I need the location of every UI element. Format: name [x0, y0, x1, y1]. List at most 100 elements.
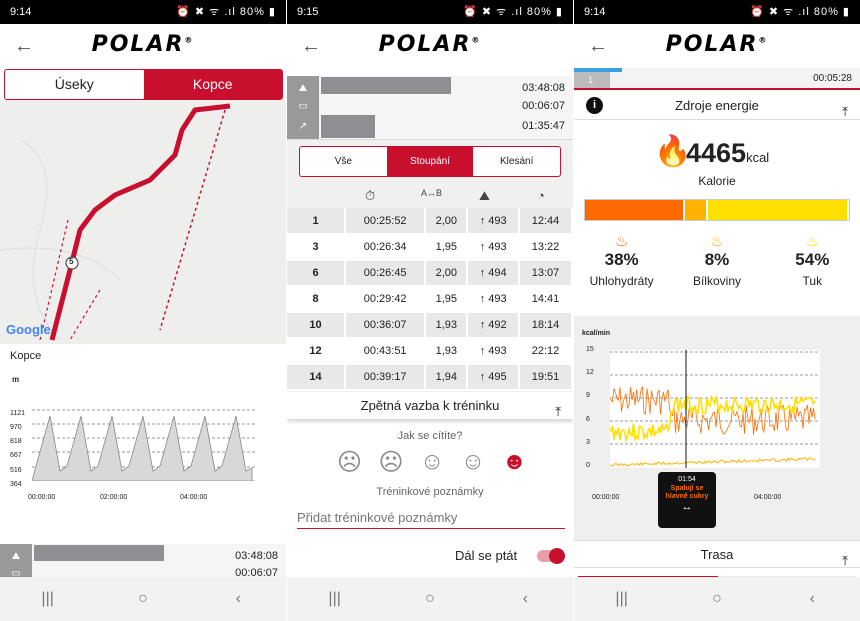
- table-row[interactable]: 6 00:26:45 2,00 ↑ 494 13:07: [287, 260, 573, 287]
- tab-all[interactable]: Vše: [334, 156, 352, 167]
- kcal-value-wrap: 4465kcal: [686, 138, 769, 169]
- tab-sections[interactable]: Úseky: [54, 76, 94, 92]
- route-header[interactable]: Trasa ⤒: [574, 540, 860, 568]
- breakdown-percent: 38%: [604, 250, 639, 269]
- lap-number: 1: [574, 72, 610, 88]
- fuel-icon: ♨: [805, 233, 820, 250]
- home-icon[interactable]: ○: [425, 590, 435, 607]
- recents-icon[interactable]: |||: [328, 590, 341, 607]
- tab-hills[interactable]: Kopce: [143, 70, 282, 99]
- mood-bad-icon[interactable]: ☹: [378, 449, 404, 476]
- x-tick: 04:00:00: [754, 494, 782, 501]
- table-cell: 12: [287, 338, 346, 365]
- table-cell: 13:22: [519, 234, 573, 261]
- recents-icon[interactable]: |||: [41, 590, 54, 607]
- y-tick: 0: [586, 462, 590, 469]
- notes-input[interactable]: [297, 507, 565, 529]
- home-icon[interactable]: ○: [712, 590, 722, 607]
- laps-table: 1 00:25:52 2,00 ↑ 493 12:44 3 00:26:34 1,95 ↑ 49…: [287, 208, 573, 391]
- mood-neutral-icon[interactable]: ☺: [419, 448, 445, 475]
- x-tick: 00:00:00: [592, 494, 620, 501]
- table-cell: 14:41: [519, 286, 573, 313]
- back-nav-icon[interactable]: ‹: [235, 590, 241, 607]
- tab-descent[interactable]: Klesání: [500, 156, 534, 167]
- mood-great-icon[interactable]: ☻: [501, 448, 527, 475]
- status-bar: 9:15 ⏰ ✖ ᯤ .ıl 80% ▮: [287, 0, 573, 24]
- home-icon[interactable]: ○: [138, 590, 148, 607]
- polar-logo: POLAR®: [665, 32, 769, 57]
- descent-icon: ↗: [287, 114, 319, 139]
- y-tick: 12: [586, 369, 594, 377]
- mood-good-icon[interactable]: ☺: [460, 448, 486, 475]
- back-nav-icon[interactable]: ‹: [522, 590, 528, 607]
- table-cell: 00:36:07: [345, 312, 427, 339]
- back-arrow-icon[interactable]: ←: [14, 35, 34, 57]
- polar-logo: POLAR®: [91, 32, 195, 57]
- table-cell: 10: [287, 312, 346, 339]
- table-cell: ↑ 495: [467, 364, 521, 391]
- screen-hills: 9:14 ⏰ ✖ ᯤ .ıl 80% ▮ ← POLAR® Úseky Kopce…: [0, 0, 286, 621]
- collapse-icon[interactable]: ⤒: [555, 404, 561, 419]
- table-cell: 22:12: [519, 338, 573, 365]
- tab-ascent[interactable]: Stoupání: [386, 147, 474, 176]
- hills-chart-section: Kopce m 1121 970 818 667 516 364 00:00:00 02:0…: [0, 344, 286, 544]
- energy-header[interactable]: i Zdroje energie ⤒: [574, 92, 860, 120]
- flame-icon: 🔥: [654, 135, 692, 168]
- table-row[interactable]: 3 00:26:34 1,95 ↑ 493 13:22: [287, 234, 573, 261]
- lap-row[interactable]: 1 00:05:28: [574, 68, 860, 90]
- table-cell: 1,93: [425, 338, 469, 365]
- feedback-header[interactable]: Zpětná vazba k tréninku ⤒: [287, 392, 573, 420]
- duration-icon: ⏱: [365, 188, 376, 203]
- fuel-icon: ♨: [614, 233, 629, 250]
- drag-arrows-icon[interactable]: ↔: [681, 501, 693, 513]
- y-tick: 1121: [10, 410, 26, 417]
- ask-toggle[interactable]: [537, 548, 565, 564]
- split-segment: [685, 200, 708, 220]
- table-cell: ↑ 494: [467, 260, 521, 287]
- energy-split-bar: [584, 199, 850, 221]
- breakdown-item: ♨ 38% Uhlohydráty: [574, 232, 669, 302]
- mood-very-bad-icon[interactable]: ☹: [337, 449, 363, 476]
- collapse-icon[interactable]: ⤒: [842, 553, 848, 568]
- x-tick: 00:00:00: [28, 494, 56, 501]
- table-row[interactable]: 1 00:25:52 2,00 ↑ 493 12:44: [287, 208, 573, 235]
- status-bar: 9:14 ⏰ ✖ ᯤ .ıl 80% ▮: [574, 0, 860, 24]
- back-arrow-icon[interactable]: ←: [301, 35, 321, 57]
- map-view[interactable]: 5 Google: [0, 100, 286, 344]
- back-arrow-icon[interactable]: ←: [588, 35, 608, 57]
- info-icon[interactable]: i: [586, 97, 603, 114]
- table-cell: 8: [287, 286, 346, 313]
- table-row[interactable]: 14 00:39:17 1,94 ↑ 495 19:51: [287, 364, 573, 391]
- breakdown-label: Tuk: [802, 274, 823, 288]
- lap-progress: [574, 68, 622, 72]
- x-tick: 04:00:00: [180, 494, 208, 501]
- chart-title: Kopce: [10, 350, 42, 362]
- table-cell: 00:29:42: [345, 286, 427, 313]
- back-nav-icon[interactable]: ‹: [809, 590, 815, 607]
- tooltip-text: Spalují se hlavně cukry: [665, 485, 709, 500]
- table-cell: 13:07: [519, 260, 573, 287]
- distance-icon: A↔B: [421, 188, 443, 198]
- table-cell: 18:14: [519, 312, 573, 339]
- stat-row-descent[interactable]: ↗ 01:35:47: [287, 114, 573, 140]
- system-nav: ||| ○ ‹: [287, 577, 573, 621]
- table-row[interactable]: 12 00:43:51 1,93 ↑ 493 22:12: [287, 338, 573, 365]
- table-row[interactable]: 10 00:36:07 1,93 ↑ 492 18:14: [287, 312, 573, 339]
- recents-icon[interactable]: |||: [615, 590, 628, 607]
- feel-question: Jak se cítíte?: [397, 430, 463, 442]
- breakdown-item: ♨ 54% Tuk: [765, 232, 860, 302]
- y-tick: 970: [10, 424, 22, 431]
- table-cell: ↑ 493: [467, 234, 521, 261]
- table-row[interactable]: 8 00:29:42 1,95 ↑ 493 14:41: [287, 286, 573, 313]
- table-cell: 1,93: [425, 312, 469, 339]
- breakdown-percent: 8%: [704, 250, 730, 269]
- collapse-icon[interactable]: ⤒: [842, 104, 848, 119]
- split-segment: [707, 200, 849, 220]
- energy-chart: [610, 350, 820, 468]
- table-cell: 00:26:45: [345, 260, 427, 287]
- polar-logo: POLAR®: [378, 32, 482, 57]
- table-cell: 14: [287, 364, 346, 391]
- table-cell: ↑ 493: [467, 338, 521, 365]
- system-nav: ||| ○ ‹: [574, 577, 860, 621]
- ascent-col-icon: ⛰: [479, 188, 490, 203]
